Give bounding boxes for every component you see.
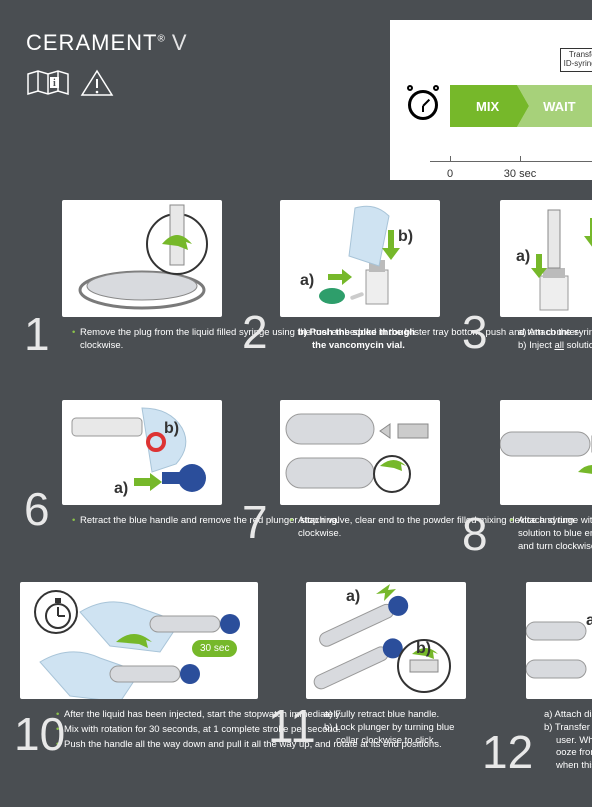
step-1-number: 1 <box>24 307 50 361</box>
header-icons: i <box>26 68 188 98</box>
badge-30sec: 30 sec <box>192 640 237 657</box>
timeline-axis: 0 30 sec 3 min <box>430 161 592 162</box>
step-2-label-a: a) <box>300 272 314 290</box>
step-6-label-b: b) <box>164 420 179 438</box>
brand-variant: V <box>172 30 188 55</box>
phase-mix: MIX <box>450 85 517 127</box>
step-1-image <box>62 200 222 317</box>
step-8: 8 Attach syringe with ssolution to blue … <box>500 400 592 555</box>
timeline-callout: Transfer paste to ID-syringe and wait. <box>560 48 592 72</box>
timeline-panel: Transfer paste to ID-syringe and wait. M… <box>390 20 592 180</box>
clock-icon <box>408 90 438 120</box>
step-2-image: a) b) <box>280 200 440 317</box>
step-12-number: 12 <box>482 725 533 779</box>
step-7-number: 7 <box>242 495 268 549</box>
step-11: a) b) 11 a) Fully retract blue handle. b… <box>306 582 466 747</box>
step-11-number: 11 <box>268 699 316 753</box>
brand-name: CERAMENT <box>26 30 157 55</box>
tick-0: 0 <box>447 168 453 180</box>
step-6-image: a) b) <box>62 400 222 505</box>
leaflet-icon: i <box>26 68 70 98</box>
step-6-number: 6 <box>24 482 50 536</box>
step-2-label-b: b) <box>398 228 413 246</box>
step-12-text: a) Attach disp b) Transfer pa user. When… <box>526 709 592 773</box>
warning-icon <box>80 68 114 98</box>
step-3-image: a) <box>500 200 592 317</box>
step-8-image <box>500 400 592 505</box>
step-11-label-b: b) <box>416 640 431 658</box>
step-8-text: Attach syringe with ssolution to blue en… <box>500 515 592 553</box>
step-8-number: 8 <box>462 507 488 561</box>
step-3: a) 3 a) Attach the syringe to b) Inject … <box>500 200 592 353</box>
header: CERAMENT® V i <box>26 30 188 98</box>
step-11-image: a) b) <box>306 582 466 699</box>
step-12-image: a <box>526 582 592 699</box>
step-12: a 12 a) Attach disp b) Transfer pa user.… <box>526 582 592 773</box>
timeline-chevrons: MIX WAIT <box>450 85 592 127</box>
step-10-number: 10 <box>14 707 65 761</box>
step-10-image: 30 sec <box>20 582 258 699</box>
step-3-label-a: a) <box>516 248 530 266</box>
step-2-text: b) Push the spike through the vancomycin… <box>280 327 440 353</box>
tick-30s: 30 sec <box>504 168 536 180</box>
brand-title: CERAMENT® V <box>26 30 188 56</box>
step-3-number: 3 <box>462 305 488 359</box>
brand-reg: ® <box>157 34 165 45</box>
step-11-label-a: a) <box>346 588 360 606</box>
stopwatch-ring <box>34 590 78 634</box>
step-11-text: a) Fully retract blue handle. b) Lock pl… <box>306 709 466 747</box>
step-3-text: a) Attach the syringe to b) Inject all s… <box>500 327 592 353</box>
step-6-label-a: a) <box>114 480 128 498</box>
step-2-number: 2 <box>242 305 268 359</box>
svg-text:i: i <box>53 78 56 89</box>
step-12-label-a: a <box>586 612 592 630</box>
step-7-image <box>280 400 440 505</box>
step-2: a) b) 2 b) Push the spike through the va… <box>280 200 440 353</box>
